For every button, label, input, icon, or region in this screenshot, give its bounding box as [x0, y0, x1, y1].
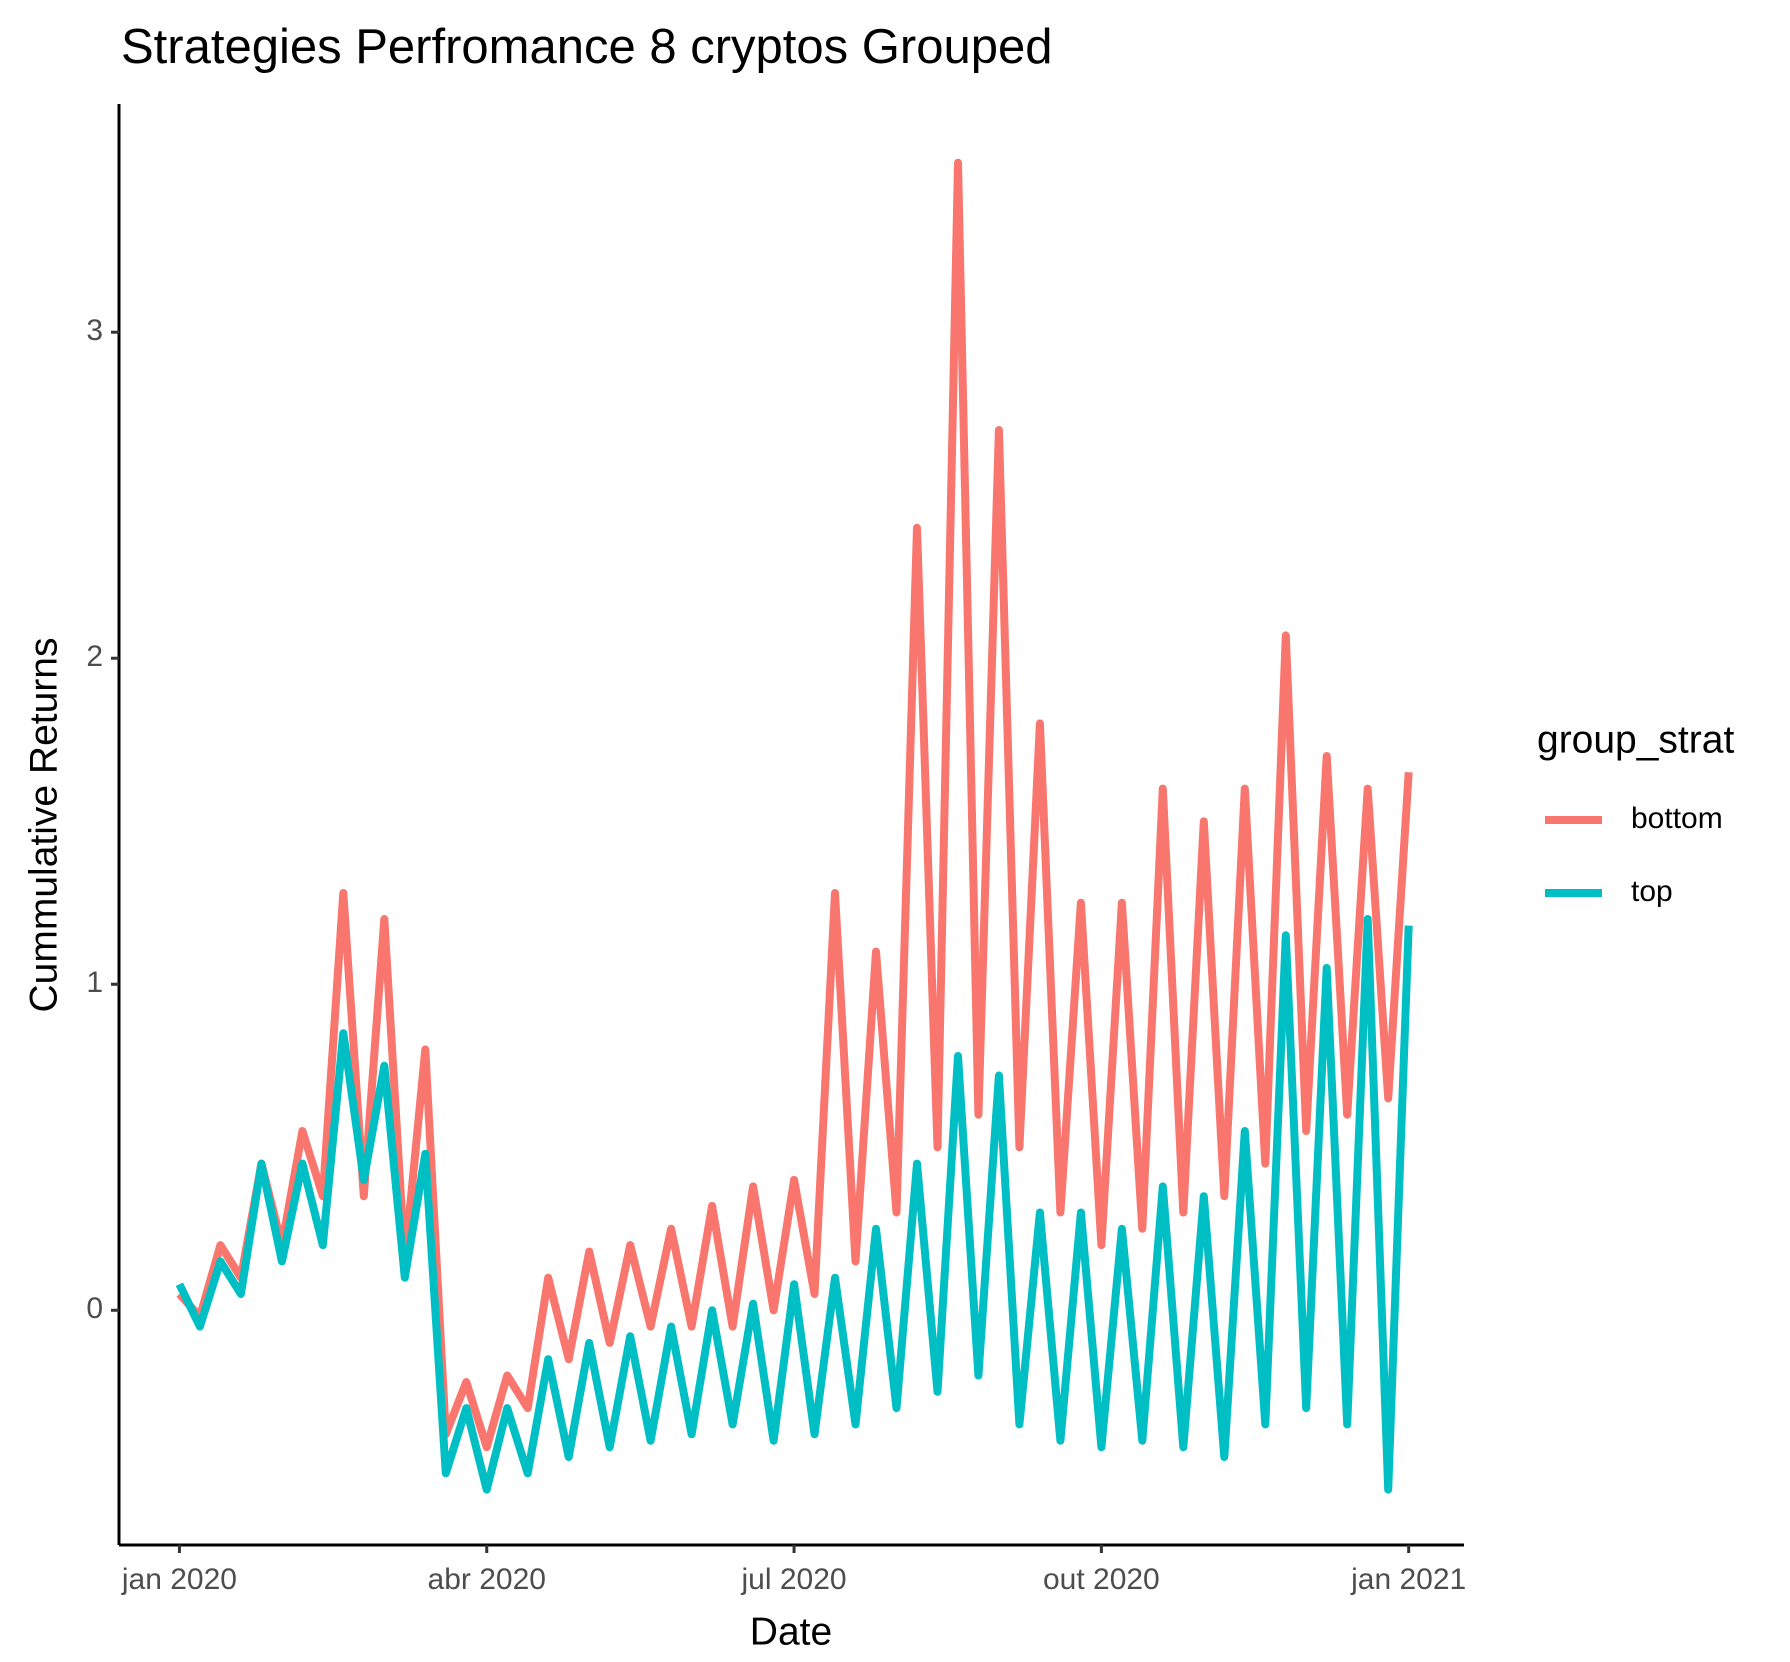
series-line [175, 915, 1413, 1494]
y-tick-label: 1 [86, 966, 103, 999]
x-axis-label: Date [750, 1610, 832, 1653]
x-tick-label: jan 2020 [121, 1563, 237, 1596]
series-line [176, 158, 1413, 1452]
x-tick-label: abr 2020 [428, 1563, 546, 1596]
y-tick-label: 2 [86, 640, 103, 673]
x-tick-label: jul 2020 [741, 1563, 847, 1596]
legend-title: group_strat [1537, 718, 1734, 761]
legend-label: top [1631, 875, 1673, 908]
y-tick-label: 0 [86, 1292, 103, 1325]
x-tick-label: jan 2021 [1350, 1563, 1466, 1596]
chart-title: Strategies Perfromance 8 cryptos Grouped [121, 20, 1052, 74]
y-tick-label: 3 [86, 314, 103, 347]
legend-label: bottom [1631, 802, 1723, 835]
x-tick-label: out 2020 [1043, 1563, 1160, 1596]
y-axis-label: Cummulative Returns [22, 638, 65, 1013]
